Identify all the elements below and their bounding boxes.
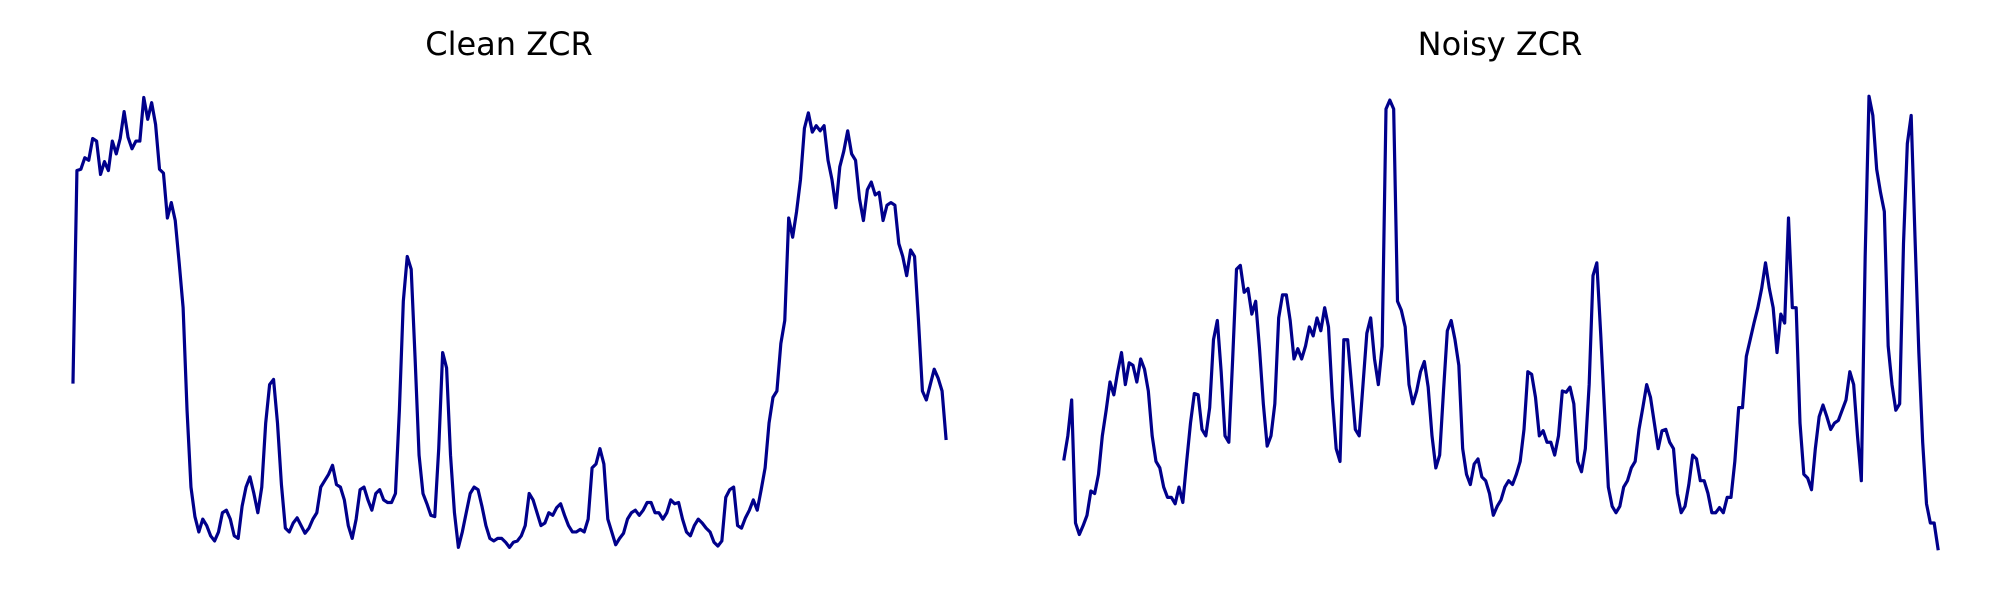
chart-title: Clean ZCR	[425, 25, 592, 63]
line-series	[71, 95, 948, 549]
chart-title: Noisy ZCR	[1418, 25, 1583, 63]
line-series	[1062, 94, 1940, 551]
